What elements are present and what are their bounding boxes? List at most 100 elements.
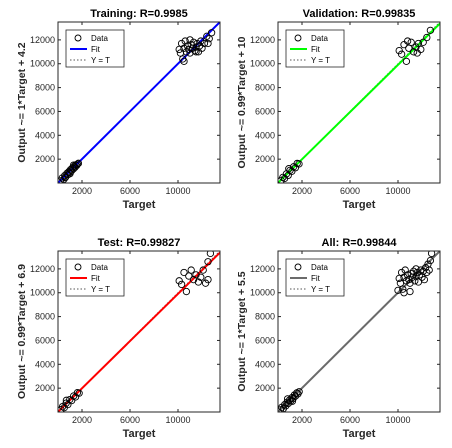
- y-tick-label: 10000: [30, 59, 55, 69]
- data-point: [412, 265, 420, 273]
- data-point: [197, 37, 205, 45]
- data-point: [400, 273, 408, 281]
- y-tick-label: 2000: [255, 154, 275, 164]
- data-point: [197, 273, 205, 281]
- y-tick-label: 12000: [30, 264, 55, 274]
- legend: Data Fit Y = T: [65, 258, 125, 297]
- y-tick-label: 4000: [255, 130, 275, 140]
- y-tick-label: 2000: [35, 154, 55, 164]
- data-point: [283, 395, 292, 403]
- y-tick-label: 4000: [255, 359, 275, 369]
- data-point: [283, 398, 291, 406]
- data-point: [62, 396, 71, 404]
- x-tick-label: 10000: [165, 415, 190, 425]
- data-point: [284, 399, 292, 408]
- legend-data-label: Data: [311, 263, 328, 272]
- legend-data-label: Data: [311, 34, 328, 43]
- data-point: [180, 44, 188, 52]
- legend: Data Fit Y = T: [65, 29, 125, 68]
- x-tick-label: 10000: [385, 186, 410, 196]
- y-axis-label: Output ~= 0.99*Target + 10: [236, 36, 248, 168]
- data-point: [73, 160, 82, 168]
- data-point: [205, 35, 213, 43]
- fit-line: [278, 22, 440, 183]
- legend-fit-label: Fit: [311, 45, 321, 54]
- data-point: [200, 39, 209, 48]
- data-point: [198, 44, 206, 52]
- data-point: [74, 159, 83, 167]
- chart-title: Training: R=0.9985: [90, 8, 188, 20]
- chart-panel: 2000 6000 10000 2000 4000 6000 8000 10000 12000 A…: [236, 237, 441, 440]
- y-tick-label: 12000: [30, 35, 55, 45]
- legend-data-marker: [74, 263, 82, 271]
- data-point: [175, 45, 183, 54]
- x-tick-label: 6000: [120, 415, 140, 425]
- data-point: [403, 271, 412, 279]
- plot-content: [58, 251, 220, 412]
- data-point: [66, 170, 74, 178]
- data-point: [191, 46, 199, 55]
- data-point: [192, 271, 200, 279]
- legend-fit-label: Fit: [91, 45, 101, 54]
- data-point: [413, 49, 421, 57]
- y-axis-label: Output ~= 0.99*Target + 6.9: [16, 264, 28, 399]
- data-point: [401, 266, 409, 274]
- data-point: [185, 272, 193, 280]
- y-tick-label: 6000: [35, 335, 55, 345]
- data-point: [282, 402, 290, 410]
- data-point: [395, 46, 403, 55]
- data-point: [396, 279, 405, 287]
- data-point: [402, 57, 411, 66]
- axes-box: [57, 21, 221, 184]
- chart-panel: 2000 6000 10000 2000 4000 6000 8000 10000 12000 T…: [16, 237, 221, 440]
- data-point: [180, 57, 188, 66]
- y-tick-label: 6000: [255, 106, 275, 116]
- x-tick-label: 6000: [340, 186, 360, 196]
- data-point: [405, 44, 413, 52]
- y-tick-label: 2000: [255, 383, 275, 393]
- data-point: [288, 397, 297, 405]
- data-point: [183, 42, 192, 50]
- data-point: [204, 275, 212, 284]
- data-point: [69, 161, 78, 169]
- data-point: [295, 388, 303, 396]
- y-tick-label: 4000: [35, 359, 55, 369]
- x-axis-label: Target: [123, 428, 156, 440]
- data-point: [403, 37, 412, 45]
- y-tick-label: 8000: [35, 83, 55, 93]
- data-point: [394, 286, 402, 295]
- x-tick-label: 10000: [165, 186, 190, 196]
- legend: Data Fit Y = T: [285, 258, 345, 297]
- data-point: [419, 38, 427, 46]
- axes-box: [277, 250, 441, 413]
- legend-data-marker: [74, 34, 82, 42]
- data-point: [411, 277, 419, 285]
- data-point: [58, 174, 66, 182]
- data-point: [285, 165, 293, 173]
- plot-content: [278, 22, 440, 183]
- data-point: [72, 161, 81, 170]
- data-point: [207, 29, 216, 37]
- data-point: [281, 400, 289, 409]
- data-point: [189, 275, 198, 284]
- data-point: [425, 266, 433, 274]
- y-axis-label: Output ~= 1*Target + 4.2: [16, 42, 28, 162]
- data-point: [414, 278, 423, 286]
- data-point: [406, 279, 414, 287]
- data-point: [409, 267, 418, 275]
- legend-identity-label: Y = T: [311, 285, 330, 294]
- legend-fit-label: Fit: [311, 274, 321, 283]
- chart-title: All: R=0.99844: [322, 237, 398, 249]
- x-tick-label: 2000: [72, 415, 92, 425]
- legend-identity-label: Y = T: [311, 56, 330, 65]
- data-point: [407, 38, 415, 46]
- x-tick-label: 6000: [120, 186, 140, 196]
- legend-data-label: Data: [91, 34, 108, 43]
- chart-panel: 2000 6000 10000 2000 4000 6000 8000 10000 12000 T…: [16, 8, 221, 211]
- legend-identity-label: Y = T: [91, 56, 110, 65]
- data-point: [180, 268, 188, 277]
- data-point: [201, 279, 210, 287]
- data-point: [189, 38, 198, 46]
- data-point: [421, 264, 430, 272]
- y-tick-label: 6000: [35, 106, 55, 116]
